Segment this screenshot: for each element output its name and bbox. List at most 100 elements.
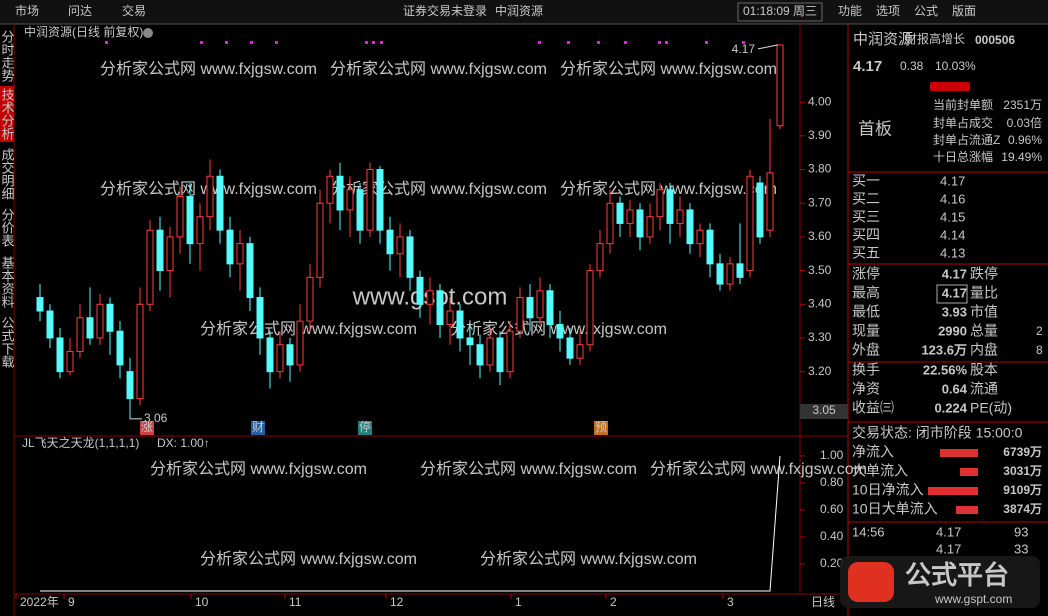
flow-bar (956, 506, 978, 514)
event-marker[interactable]: 涨 (141, 419, 153, 434)
candle-body (106, 303, 114, 332)
event-marker-box (594, 421, 608, 435)
candle-body (386, 229, 394, 255)
candle-body (736, 263, 744, 278)
toolbar-item[interactable]: 功能 (838, 4, 862, 18)
time-label: 3 (727, 595, 734, 609)
flow-value: 6739万 (1003, 445, 1042, 459)
side-tab[interactable]: 技术分析 (0, 88, 15, 140)
watermark: 分析家公式网 www.fxjgsw.com (480, 550, 697, 568)
status: 证券交易未登录 (403, 3, 487, 18)
candle-body (546, 290, 554, 325)
side-tab[interactable]: 公式下载 (0, 316, 15, 369)
toolbar-item[interactable]: 公式 (914, 4, 938, 18)
stat-label: 股本 (970, 362, 998, 378)
menu-item[interactable]: 问达 (68, 4, 92, 18)
candle-body (146, 229, 154, 305)
event-marker[interactable]: 预 (595, 420, 607, 434)
candle-body (676, 209, 684, 224)
bid-price: 4.15 (940, 209, 965, 224)
flow-value: 9109万 (1003, 483, 1042, 497)
event-marker-box (358, 421, 372, 435)
tab-active (0, 86, 14, 142)
candle-body (686, 209, 694, 245)
chart-title: 中润资源(日线 前复权) (24, 24, 143, 39)
stat-label: 换手 (852, 362, 880, 378)
candle-body (726, 263, 734, 285)
logo-name: 公式平台 (905, 560, 1009, 590)
candle-body (456, 310, 464, 339)
bid-label: 买四 (852, 227, 880, 243)
stat-value: 0.64 (942, 381, 968, 396)
candle-body (36, 297, 44, 312)
stat-value: 4.17 (942, 285, 967, 300)
signal-dot (365, 41, 368, 44)
signal-dot (200, 41, 203, 44)
seal-value: 0.96% (1008, 133, 1042, 147)
time-label: 2 (610, 595, 617, 609)
y-tick-label: 3.60 (808, 229, 832, 243)
stat-value: 2 (1036, 324, 1043, 338)
signal-dot (380, 41, 383, 44)
candle-body (526, 297, 534, 319)
watermark: 分析家公式网 www.fxjgsw.com (420, 460, 637, 478)
seal-value: 0.03倍 (1007, 115, 1042, 130)
candle-body (466, 337, 474, 346)
toolbar-item[interactable]: 选项 (876, 4, 900, 18)
candle-body (416, 276, 424, 305)
candle-body (576, 344, 584, 359)
signal-dot (225, 41, 228, 44)
y-tick-label: 3.20 (808, 364, 832, 378)
candle-body (306, 276, 314, 322)
y-tick-label: 3.30 (808, 330, 832, 344)
tick-volume: 33 (1014, 541, 1028, 556)
dx-line (40, 455, 781, 592)
candle-body (126, 371, 134, 400)
logo-url: www.gspt.com (934, 592, 1012, 606)
y-tick-label: 3.90 (808, 128, 832, 142)
tick-volume: 93 (1014, 524, 1028, 539)
candle-body (196, 216, 204, 245)
flow-label: 10日净流入 (852, 482, 924, 498)
candle-body (286, 344, 294, 366)
bid-label: 买二 (852, 191, 880, 207)
watermark: 分析家公式网 www.fxjgsw.com (200, 550, 417, 568)
logo-icon (848, 562, 894, 602)
signal-dot (624, 41, 627, 44)
candle-body (506, 330, 514, 373)
candle-body (176, 195, 184, 238)
high-label: 4.17 (732, 42, 756, 56)
y-tick-label: 0.20 (820, 556, 844, 570)
stat-value: 2990 (938, 323, 967, 338)
candle-body (446, 310, 454, 325)
candle-body (116, 330, 124, 366)
collapse-btn[interactable] (930, 82, 970, 91)
y-tick-label: 1.00 (820, 448, 844, 462)
candle-body (276, 344, 284, 373)
title-menu[interactable] (143, 28, 153, 38)
side-tab[interactable]: 成交明细 (0, 148, 15, 200)
stock-code: 000506 (975, 33, 1015, 47)
y-tick-label: 0.40 (820, 529, 844, 543)
menu-item[interactable]: 交易 (122, 3, 146, 18)
signal-dot (705, 41, 708, 44)
stat-value: 0.224 (934, 400, 967, 415)
trade-status: 交易状态: 闭市阶段 15:00:0 (852, 425, 1023, 441)
side-tab[interactable]: 基本资料 (0, 256, 15, 308)
cursor-box (800, 404, 848, 419)
y-tick-label: 4.00 (808, 94, 832, 108)
side-tab[interactable]: 分时走势 (0, 30, 15, 83)
toolbar-item[interactable]: 版面 (952, 4, 976, 18)
stat-label: 总量 (970, 323, 998, 339)
change-pct: 10.03% (935, 59, 976, 73)
event-marker[interactable]: 财 (252, 420, 264, 434)
stat-label: 跌停 (970, 266, 998, 282)
watermark: 分析家公式网 www.fxjgsw.com (560, 60, 777, 78)
candle-body (666, 189, 674, 224)
signal-dot (567, 41, 570, 44)
candle-body (756, 182, 764, 238)
menu-item[interactable]: 市场 (15, 3, 39, 18)
event-marker[interactable]: 停 (359, 419, 371, 434)
time-label: 10 (195, 595, 209, 609)
side-tab[interactable]: 分价表 (0, 208, 15, 247)
